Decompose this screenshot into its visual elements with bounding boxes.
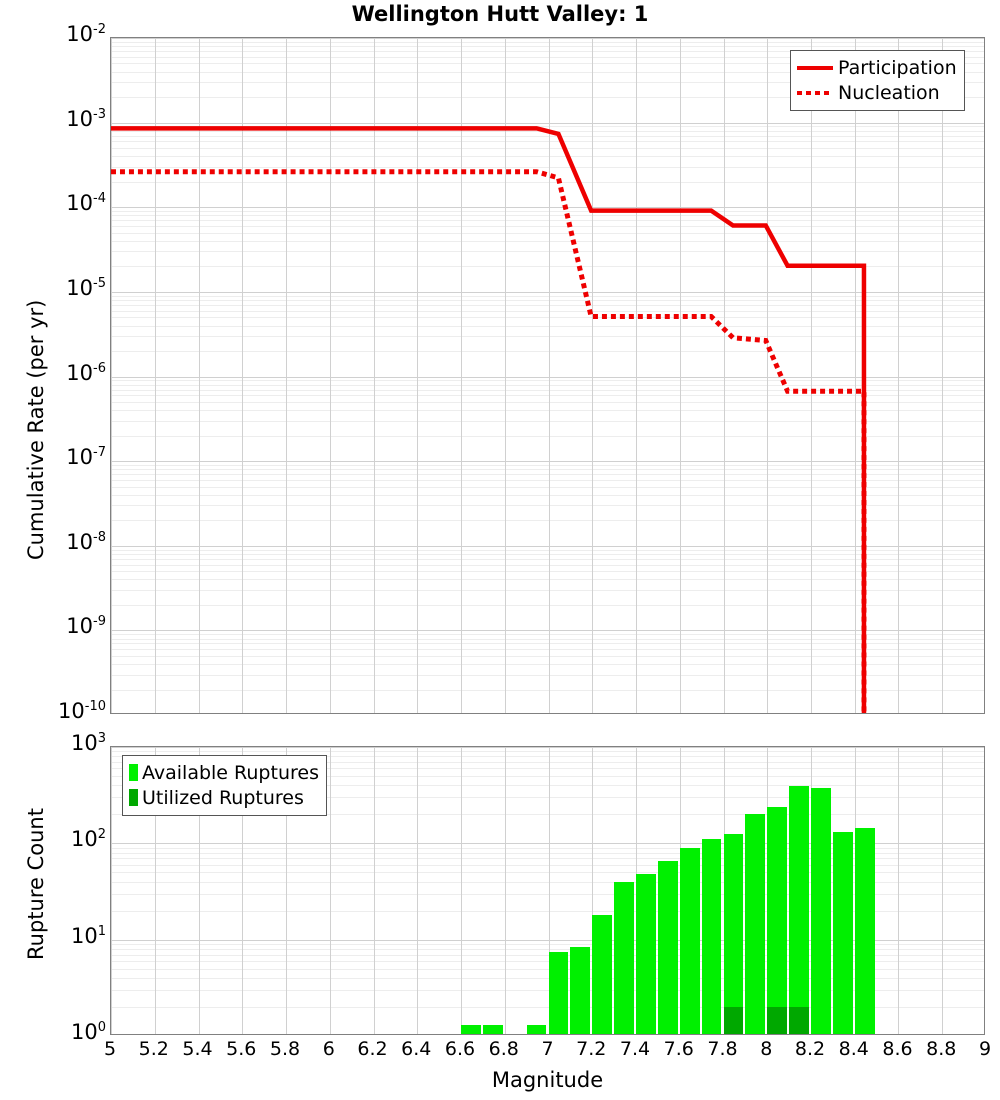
x-tick-label: 5.4 — [182, 1038, 213, 1060]
x-tick-label: 9 — [978, 1038, 992, 1060]
x-tick-label: 6.4 — [401, 1038, 432, 1060]
bar-available — [701, 839, 722, 1034]
x-tick-label: 6.2 — [357, 1038, 388, 1060]
curve-participation — [111, 126, 867, 713]
legend-label-available: Available Ruptures — [142, 761, 319, 784]
y-tick-label: 10-3 — [66, 106, 106, 131]
legend-label-participation: Participation — [838, 56, 957, 79]
legend-label-nucleation: Nucleation — [838, 81, 940, 104]
y-tick-label: 10-2 — [66, 22, 106, 46]
bar-available — [679, 847, 700, 1034]
bar-utilized — [789, 1007, 809, 1034]
x-tick-label: 7.4 — [619, 1038, 651, 1060]
bar-available — [526, 1025, 547, 1034]
x-tick-label: 5.2 — [138, 1038, 169, 1060]
x-tick-label: 8.8 — [926, 1038, 957, 1060]
x-tick-label: 8.6 — [882, 1038, 913, 1060]
y-tick-label: 101 — [70, 923, 106, 948]
y-tick-label: 10-7 — [66, 445, 106, 470]
x-tick-label: 6.6 — [444, 1038, 476, 1060]
x-tick-label: 8.2 — [794, 1038, 826, 1060]
bar-available — [789, 786, 809, 1034]
y-tick-label: 103 — [70, 731, 106, 755]
bar-available — [570, 946, 591, 1034]
bar-utilized — [723, 1007, 744, 1034]
x-tick-label: 7.2 — [576, 1038, 607, 1060]
y-tick-label: 100 — [70, 1020, 106, 1044]
legend-rate-curves: Participation Nucleation — [790, 50, 965, 111]
cumulative-rate-plot — [110, 37, 985, 714]
bar-available — [592, 915, 613, 1034]
bar-available — [767, 806, 788, 1034]
bar-available — [811, 787, 831, 1034]
y-axis-ticks-bottom: 103 102 101 100 — [0, 0, 106, 1060]
grid-bottom — [111, 747, 984, 1034]
bar-available — [657, 861, 678, 1034]
y-axis-ticks-top: 10-2 10-3 10-4 10-5 10-6 10-7 10-8 10-9 10-10 — [0, 0, 106, 760]
bar-available — [854, 827, 875, 1034]
y-tick-label: 10-9 — [66, 614, 106, 639]
histogram-bars — [111, 747, 984, 1034]
x-tick-label: 8.4 — [838, 1038, 869, 1060]
x-tick-label: 7.6 — [663, 1038, 694, 1060]
participation-line-icon — [797, 65, 833, 70]
legend-label-utilized: Utilized Ruptures — [142, 786, 304, 809]
x-axis-title: Magnitude — [491, 1068, 604, 1092]
bar-available — [461, 1025, 481, 1034]
nucleation-dotted-line-icon — [797, 90, 833, 95]
x-tick-label: 6 — [322, 1038, 335, 1060]
y-tick-label: 102 — [70, 827, 106, 852]
y-tick-label: 10-8 — [66, 529, 106, 554]
x-tick-label: 5.8 — [269, 1038, 301, 1060]
rate-curves — [111, 126, 867, 713]
utilized-swatch-icon — [129, 789, 138, 806]
available-swatch-icon — [129, 764, 138, 781]
bar-utilized — [767, 1007, 788, 1034]
bar-available — [745, 814, 766, 1034]
y-axis-title-bottom: Rupture Count — [24, 808, 48, 960]
y-tick-label: 10-10 — [58, 699, 106, 723]
bar-available — [548, 951, 569, 1034]
legend-item-participation[interactable]: Participation — [797, 55, 957, 80]
bar-available — [636, 874, 656, 1034]
bar-available — [832, 832, 853, 1034]
x-tick-label: 8 — [760, 1038, 773, 1060]
legend-item-utilized[interactable]: Utilized Ruptures — [129, 785, 319, 810]
x-tick-label: 7.8 — [707, 1038, 738, 1060]
bar-available — [723, 834, 744, 1034]
page-title: Wellington Hutt Valley: 1 — [351, 2, 649, 26]
curve-nucleation — [111, 169, 867, 713]
bar-available — [614, 881, 634, 1034]
bar-available — [482, 1025, 503, 1034]
legend-item-nucleation[interactable]: Nucleation — [797, 80, 957, 105]
y-tick-label: 10-4 — [66, 191, 106, 216]
x-tick-label: 5 — [103, 1038, 117, 1060]
grid-top — [111, 38, 984, 713]
x-tick-label: 7 — [541, 1038, 554, 1060]
legend-rupture-counts: Available Ruptures Utilized Ruptures — [122, 755, 327, 816]
y-tick-label: 10-5 — [66, 275, 106, 300]
y-tick-label: 10-6 — [66, 360, 106, 385]
x-axis-ticks: 5 5.2 5.4 5.6 5.8 6 6.2 6.4 6.6 6.8 7 7.2 7.4 7.6 7.8 8… — [0, 1038, 1000, 1068]
legend-item-available[interactable]: Available Ruptures — [129, 760, 319, 785]
x-tick-label: 6.8 — [488, 1038, 519, 1060]
x-tick-label: 5.6 — [226, 1038, 257, 1060]
